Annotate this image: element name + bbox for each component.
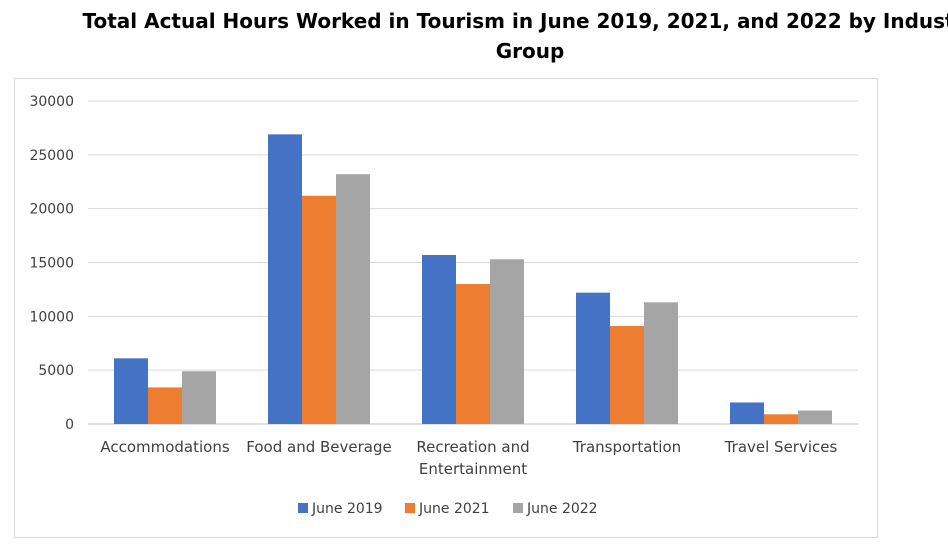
bar-june-2022 — [798, 410, 832, 424]
x-tick-label: Transportation — [572, 438, 681, 456]
x-tick-label: Food and Beverage — [246, 438, 391, 456]
bar-june-2022 — [644, 302, 678, 424]
bar-june-2021 — [148, 387, 182, 424]
chart-frame — [14, 78, 878, 538]
bar-june-2022 — [182, 371, 216, 424]
legend-label: June 2021 — [418, 501, 490, 517]
y-tick-label: 0 — [65, 417, 74, 433]
legend-swatch — [405, 503, 415, 513]
bar-june-2021 — [456, 284, 490, 424]
legend: June 2019 June 2021 June 2022 — [298, 501, 598, 517]
bar-june-2022 — [336, 174, 370, 424]
legend-swatch — [513, 503, 523, 513]
y-tick-label: 20000 — [29, 202, 74, 218]
bar-june-2022 — [490, 259, 524, 424]
bar-june-2019 — [114, 358, 148, 424]
legend-label: June 2019 — [311, 501, 383, 517]
x-tick-label: Accommodations — [100, 438, 230, 456]
y-tick-label: 10000 — [29, 309, 74, 325]
x-tick-label: Travel Services — [724, 438, 838, 456]
y-axis-ticks: 0 5000 10000 15000 20000 25000 30000 — [29, 94, 74, 433]
y-tick-label: 15000 — [29, 256, 74, 272]
bar-june-2019 — [268, 134, 302, 425]
bar-june-2021 — [764, 414, 798, 424]
bar-june-2021 — [302, 195, 336, 424]
bar-june-2021 — [610, 326, 644, 424]
legend-swatch — [298, 503, 308, 513]
bars — [114, 134, 832, 425]
y-tick-label: 5000 — [38, 363, 74, 379]
bar-june-2019 — [422, 254, 456, 424]
x-axis-labels: Accommodations Food and Beverage Recreatio… — [100, 438, 837, 478]
y-tick-label: 30000 — [29, 94, 74, 110]
chart-title: Total Actual Hours Worked in Tourism in … — [82, 9, 948, 63]
y-tick-label: 25000 — [29, 148, 74, 164]
bar-june-2019 — [576, 292, 610, 424]
bar-june-2019 — [730, 402, 764, 424]
x-tick-label: Recreation and Entertainment — [416, 438, 529, 478]
legend-label: June 2022 — [526, 501, 598, 517]
